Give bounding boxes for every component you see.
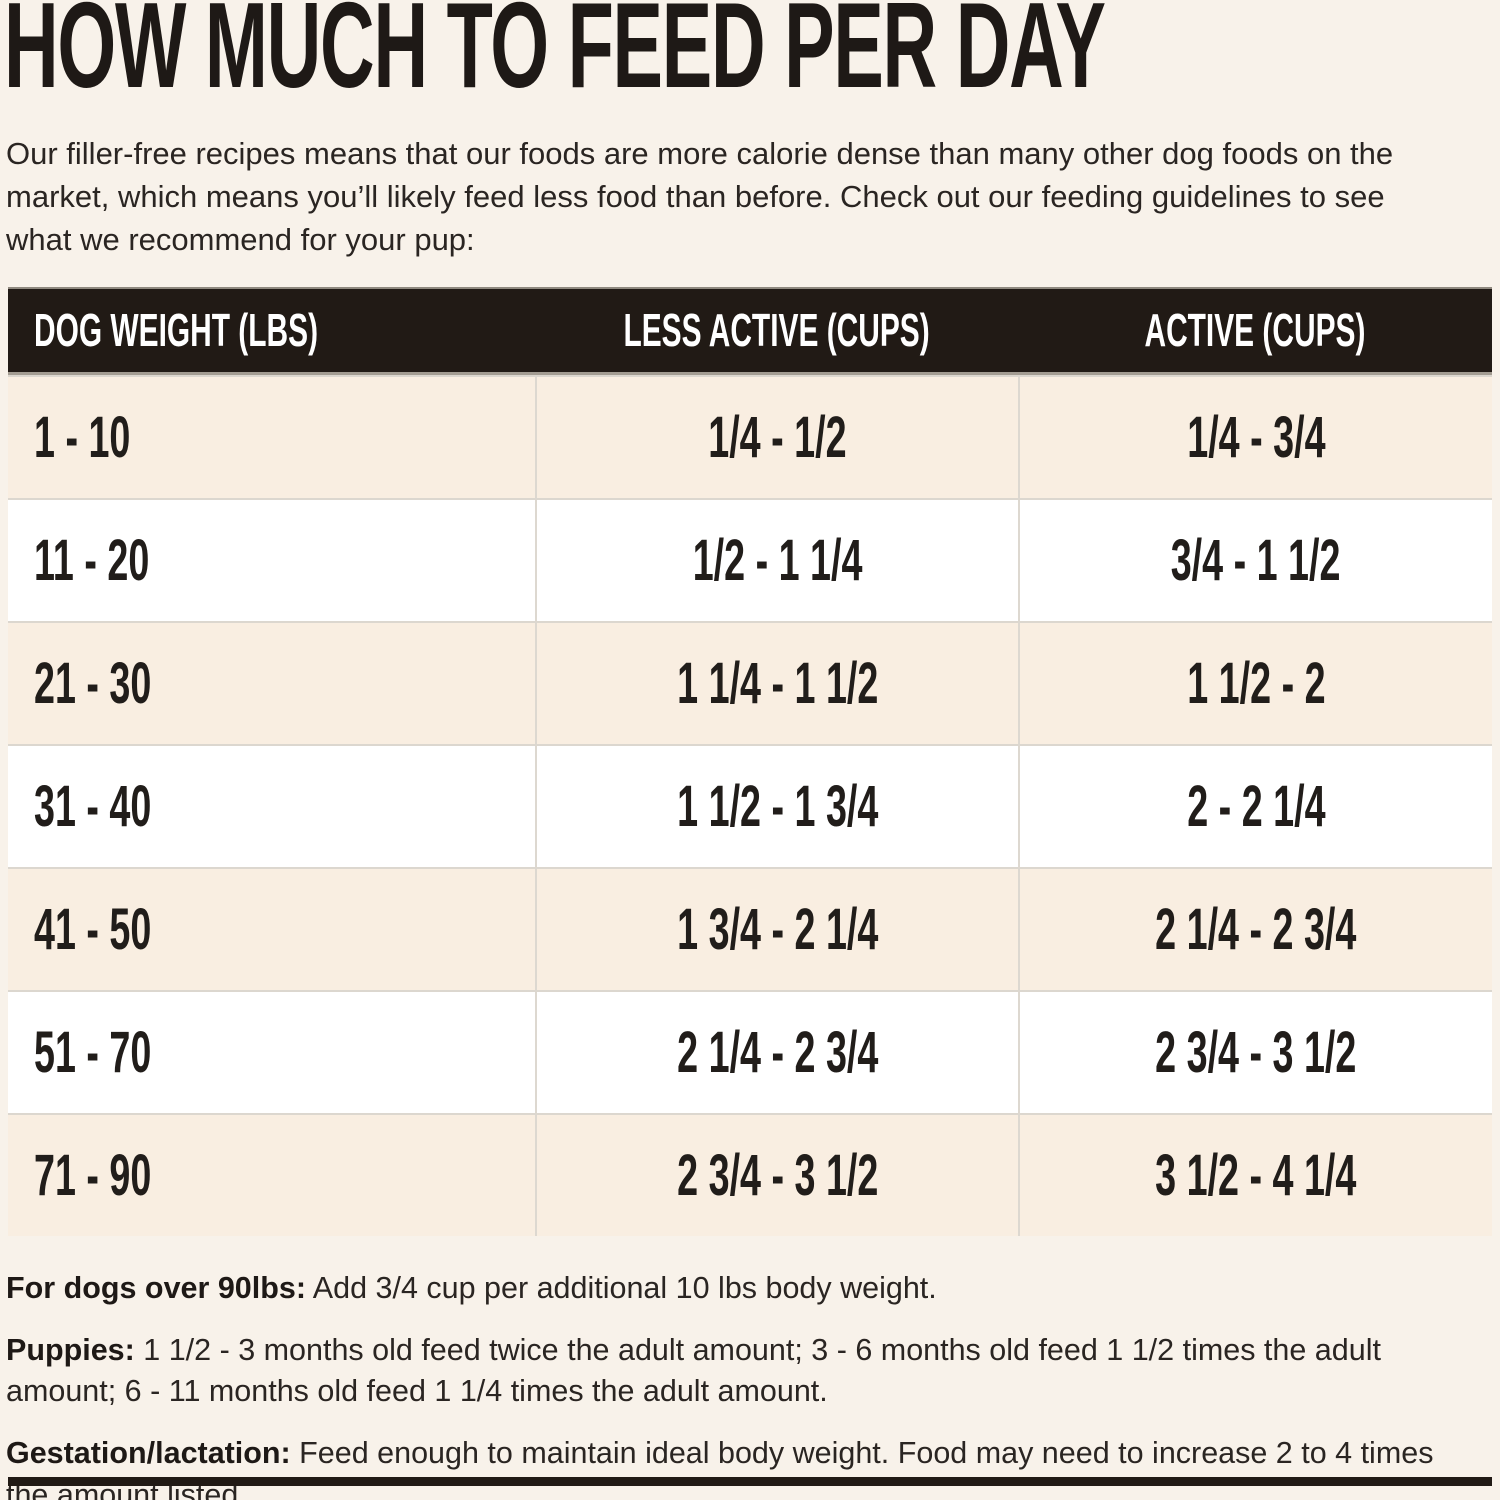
bottom-cropped-bar [8, 1477, 1492, 1486]
table-row: 1 - 10 1/4 - 1/2 1/4 - 3/4 [8, 374, 1492, 498]
cell-less-active-cups: 1 3/4 - 2 1/4 [535, 868, 1018, 990]
cell-active-cups: 2 - 2 1/4 [1018, 745, 1492, 867]
column-header-less-active: LESS ACTIVE (CUPS) [623, 304, 930, 357]
note-puppies: Puppies: 1 1/2 - 3 months old feed twice… [6, 1330, 1466, 1414]
column-header-active: ACTIVE (CUPS) [1144, 304, 1366, 357]
cell-weight-range: 21 - 30 [34, 650, 152, 716]
table-row: 21 - 30 1 1/4 - 1 1/2 1 1/2 - 2 [8, 620, 1492, 744]
cell-active-cups: 2 1/4 - 2 3/4 [1018, 868, 1492, 990]
cell-less-active-cups: 1/4 - 1/2 [535, 376, 1018, 498]
table-row: 71 - 90 2 3/4 - 3 1/2 3 1/2 - 4 1/4 [8, 1112, 1492, 1236]
page-title: HOW MUCH TO FEED PER DAY [4, 0, 1500, 106]
table-row: 51 - 70 2 1/4 - 2 3/4 2 3/4 - 3 1/2 [8, 989, 1492, 1113]
note-gestation: Gestation/lactation: Feed enough to main… [6, 1433, 1466, 1500]
cell-weight-range: 71 - 90 [34, 1142, 152, 1208]
note-text: Add 3/4 cup per additional 10 lbs body w… [305, 1270, 937, 1305]
note-label: Puppies: [6, 1332, 135, 1367]
column-header-dog-weight: DOG WEIGHT (LBS) [34, 304, 319, 357]
cell-less-active-cups: 2 1/4 - 2 3/4 [535, 991, 1018, 1113]
table-row: 31 - 40 1 1/2 - 1 3/4 2 - 2 1/4 [8, 743, 1492, 867]
page-title-text: HOW MUCH TO FEED PER DAY [4, 0, 1106, 113]
cell-less-active-cups: 2 3/4 - 3 1/2 [535, 1114, 1018, 1236]
table-row: 11 - 20 1/2 - 1 1/4 3/4 - 1 1/2 [8, 497, 1492, 621]
note-label: For dogs over 90lbs: [6, 1270, 306, 1305]
cell-active-cups: 3/4 - 1 1/2 [1018, 499, 1492, 621]
feeding-table: DOG WEIGHT (LBS) LESS ACTIVE (CUPS) ACTI… [8, 286, 1492, 1236]
note-over-90lbs: For dogs over 90lbs: Add 3/4 cup per add… [6, 1268, 1466, 1310]
cell-active-cups: 1 1/2 - 2 [1018, 622, 1492, 744]
cell-weight-range: 51 - 70 [34, 1019, 152, 1085]
cell-less-active-cups: 1 1/2 - 1 3/4 [535, 745, 1018, 867]
table-row: 41 - 50 1 3/4 - 2 1/4 2 1/4 - 2 3/4 [8, 866, 1492, 990]
cell-weight-range: 41 - 50 [34, 896, 152, 962]
cell-weight-range: 31 - 40 [34, 773, 152, 839]
cell-active-cups: 3 1/2 - 4 1/4 [1018, 1114, 1492, 1236]
cell-active-cups: 1/4 - 3/4 [1018, 376, 1492, 498]
cell-weight-range: 1 - 10 [34, 404, 131, 470]
footer-notes: For dogs over 90lbs: Add 3/4 cup per add… [6, 1268, 1470, 1500]
cell-active-cups: 2 3/4 - 3 1/2 [1018, 991, 1492, 1113]
cell-less-active-cups: 1/2 - 1 1/4 [535, 499, 1018, 621]
note-text: Feed enough to maintain ideal body weigh… [6, 1436, 1434, 1500]
table-header-row: DOG WEIGHT (LBS) LESS ACTIVE (CUPS) ACTI… [8, 286, 1492, 375]
note-label: Gestation/lactation: [6, 1436, 291, 1471]
intro-paragraph: Our filler-free recipes means that our f… [6, 135, 1394, 257]
cell-weight-range: 11 - 20 [34, 527, 150, 593]
cell-less-active-cups: 1 1/4 - 1 1/2 [535, 622, 1018, 744]
note-text: 1 1/2 - 3 months old feed twice the adul… [6, 1332, 1381, 1409]
